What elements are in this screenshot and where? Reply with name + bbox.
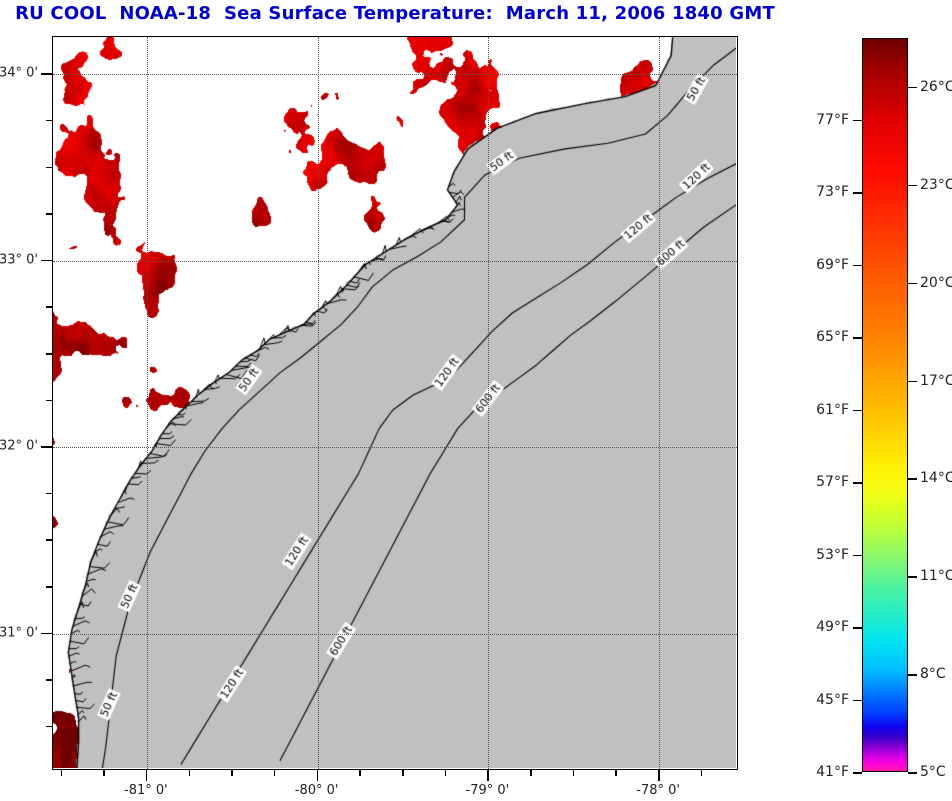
colorbar-tick-fahrenheit	[853, 264, 862, 267]
axis-tick	[46, 399, 52, 402]
axis-tick	[145, 770, 148, 781]
colorbar-tick-fahrenheit	[853, 627, 862, 629]
axis-tick	[60, 770, 63, 776]
colorbar-label-fahrenheit: 41°F	[816, 764, 849, 780]
axis-tick	[530, 770, 532, 776]
colorbar-tick-fahrenheit	[853, 192, 862, 194]
colorbar-label-celsius: 5°C	[920, 764, 946, 780]
axis-tick	[46, 539, 52, 541]
axis-tick	[46, 353, 52, 355]
colorbar-label-celsius: 20°C	[920, 274, 952, 291]
colorbar-tick-celsius	[908, 576, 917, 578]
axis-tick	[700, 770, 703, 776]
colorbar-label-fahrenheit: 57°F	[816, 474, 849, 491]
colorbar-tick-fahrenheit	[853, 337, 862, 339]
axis-tick	[103, 770, 105, 776]
axis-tick	[402, 770, 404, 776]
axis-tick	[46, 213, 52, 215]
axis-tick	[46, 492, 52, 495]
axis-tick	[658, 770, 660, 781]
colorbar-tick-celsius	[908, 478, 917, 480]
colorbar-tick-fahrenheit	[853, 772, 862, 774]
colorbar-label-celsius: 14°C	[920, 470, 952, 487]
y-axis-label: 32° 0'	[0, 438, 38, 454]
axis-tick	[41, 259, 52, 262]
axis-tick	[188, 770, 191, 776]
colorbar-label-fahrenheit: 45°F	[816, 691, 849, 708]
colorbar-label-fahrenheit: 65°F	[816, 329, 849, 346]
sst-map-plot	[52, 36, 738, 770]
colorbar-label-fahrenheit: 73°F	[816, 184, 849, 201]
axis-tick	[41, 446, 52, 448]
axis-tick	[444, 770, 447, 776]
axis-tick	[316, 770, 319, 781]
axis-tick	[41, 632, 52, 635]
axis-tick	[46, 725, 52, 728]
colorbar-tick-celsius	[908, 86, 917, 89]
colorbar-tick-fahrenheit	[853, 409, 862, 412]
colorbar-label-fahrenheit: 77°F	[816, 111, 849, 128]
axis-tick	[46, 306, 52, 308]
axis-tick	[359, 770, 361, 776]
y-axis-label: 33° 0'	[0, 252, 38, 268]
axis-tick	[572, 770, 575, 776]
colorbar-tick-celsius	[908, 282, 917, 285]
colorbar-label-fahrenheit: 49°F	[816, 619, 849, 635]
colorbar-tick-celsius	[908, 674, 917, 676]
colorbar-label-celsius: 26°C	[920, 78, 952, 95]
colorbar-label-celsius: 23°C	[920, 176, 952, 193]
colorbar-label-fahrenheit: 61°F	[816, 401, 849, 418]
y-axis-label: 34° 0'	[0, 65, 38, 81]
colorbar-label-fahrenheit: 69°F	[816, 256, 849, 273]
colorbar-tick-fahrenheit	[853, 482, 862, 484]
axis-tick	[41, 73, 52, 75]
axis-tick	[273, 770, 276, 776]
colorbar-tick-celsius	[908, 380, 917, 383]
colorbar-tick-fahrenheit	[853, 119, 862, 122]
colorbar-label-celsius: 8°C	[920, 666, 946, 683]
colorbar-label-celsius: 11°C	[920, 568, 952, 585]
x-axis-label: -80° 0'	[294, 783, 339, 798]
temperature-colorbar	[862, 38, 908, 772]
axis-tick	[46, 586, 52, 588]
sst-raster-image	[53, 37, 736, 768]
x-axis-label: -81° 0'	[124, 783, 168, 798]
axis-tick	[487, 770, 489, 781]
x-axis-label: -79° 0'	[465, 783, 510, 798]
colorbar-tick-fahrenheit	[853, 699, 862, 701]
colorbar-tick-celsius	[908, 772, 917, 774]
colorbar-tick-celsius	[908, 184, 917, 187]
axis-tick	[46, 679, 52, 681]
x-axis-label: -78° 0'	[636, 783, 681, 798]
colorbar-label-celsius: 17°C	[920, 372, 952, 389]
axis-tick	[231, 770, 233, 776]
axis-tick	[46, 166, 52, 169]
colorbar-tick-fahrenheit	[853, 554, 862, 557]
colorbar-label-fahrenheit: 53°F	[816, 546, 849, 563]
page-title: RU COOL NOAA-18 Sea Surface Temperature:…	[15, 3, 775, 24]
axis-tick	[615, 770, 617, 776]
axis-tick	[46, 119, 52, 122]
y-axis-label: 31° 0'	[0, 625, 38, 641]
